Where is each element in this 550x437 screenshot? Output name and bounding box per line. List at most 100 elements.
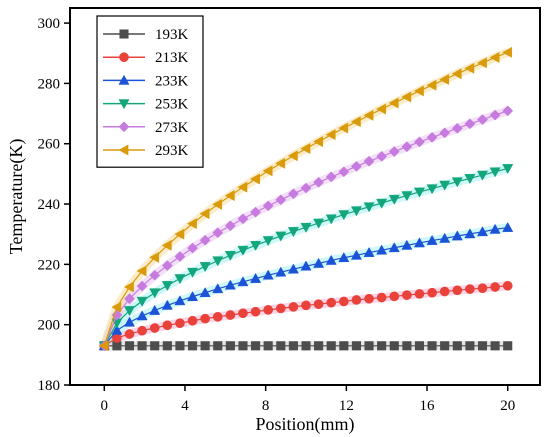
- data-point-293K: [224, 190, 235, 202]
- y-axis: 180 200 220 240 260 280 300: [38, 16, 70, 394]
- data-point-293K: [123, 281, 134, 293]
- data-point-233K: [451, 230, 463, 241]
- data-point-233K: [224, 279, 236, 290]
- data-point-293K: [237, 181, 248, 193]
- data-point-213K: [263, 305, 274, 315]
- data-point-273K: [426, 131, 438, 143]
- data-point-273K: [388, 146, 400, 158]
- data-point-193K: [150, 341, 160, 351]
- data-point-293K: [287, 150, 298, 162]
- data-point-193K: [213, 341, 223, 351]
- data-point-273K: [350, 160, 362, 172]
- data-point-213K: [162, 320, 173, 331]
- data-point-213K: [175, 318, 185, 329]
- data-point-233K: [376, 244, 388, 255]
- data-point-293K: [451, 68, 462, 80]
- data-point-233K: [313, 257, 325, 268]
- data-point-273K: [363, 155, 375, 167]
- data-point-253K: [174, 274, 186, 285]
- data-point-293K: [313, 136, 323, 148]
- y-tick-label: 200: [38, 318, 61, 334]
- data-point-213K: [313, 299, 324, 310]
- data-point-233K: [111, 324, 123, 335]
- data-point-193K: [288, 341, 298, 351]
- legend-marker: [118, 99, 130, 110]
- data-point-273K: [250, 206, 262, 218]
- y-tick-label: 260: [38, 137, 61, 153]
- data-point-213K: [439, 286, 450, 297]
- data-point-233K: [338, 252, 350, 263]
- data-point-193K: [301, 341, 311, 351]
- data-point-213K: [200, 313, 211, 324]
- data-point-293K: [275, 157, 286, 169]
- data-point-273K: [338, 166, 350, 178]
- legend-marker: [119, 52, 129, 63]
- data-point-213K: [137, 325, 147, 336]
- data-point-193K: [251, 341, 261, 351]
- data-point-293K: [338, 122, 349, 134]
- data-point-273K: [401, 141, 413, 153]
- series-line-253K: [103, 167, 508, 347]
- data-point-193K: [339, 341, 349, 351]
- data-point-213K: [250, 306, 261, 317]
- legend-label: 273K: [155, 120, 189, 136]
- data-point-293K: [212, 198, 223, 210]
- data-point-273K: [464, 118, 476, 130]
- data-point-253K: [224, 250, 236, 261]
- data-point-273K: [414, 136, 425, 148]
- data-point-273K: [224, 220, 236, 232]
- data-point-193K: [225, 341, 235, 351]
- data-point-253K: [376, 198, 388, 209]
- data-point-273K: [325, 171, 337, 183]
- legend-label: 193K: [155, 27, 189, 43]
- data-point-233K: [426, 234, 438, 245]
- data-point-213K: [452, 285, 463, 296]
- data-point-293K: [262, 165, 273, 177]
- data-point-233K: [187, 291, 199, 301]
- data-point-193K: [137, 341, 147, 351]
- y-tick-label: 300: [38, 16, 61, 32]
- data-point-293K: [98, 340, 109, 352]
- data-point-193K: [377, 341, 387, 351]
- data-point-293K: [350, 116, 361, 128]
- data-point-293K: [174, 228, 185, 240]
- data-point-273K: [124, 293, 135, 305]
- series-band-253K: [100, 164, 509, 348]
- data-point-253K: [350, 206, 362, 217]
- legend-label: 213K: [155, 50, 189, 66]
- data-point-273K: [212, 227, 224, 239]
- data-point-213K: [477, 283, 488, 294]
- data-point-273K: [376, 150, 388, 162]
- data-point-233K: [439, 232, 451, 243]
- data-point-213K: [389, 291, 400, 302]
- data-point-253K: [401, 191, 413, 202]
- data-point-273K: [149, 269, 161, 281]
- data-point-193K: [490, 341, 500, 351]
- legend-label: 253K: [155, 97, 189, 113]
- data-point-253K: [502, 164, 514, 175]
- data-point-193K: [364, 341, 374, 351]
- data-point-233K: [476, 226, 489, 237]
- data-point-253K: [426, 184, 438, 195]
- data-point-293K: [363, 109, 374, 121]
- data-point-233K: [212, 283, 224, 294]
- data-point-253K: [464, 174, 476, 185]
- data-point-253K: [149, 288, 161, 299]
- data-point-213K: [502, 280, 513, 291]
- data-point-233K: [401, 239, 413, 250]
- data-point-193K: [238, 341, 248, 351]
- x-axis-title: Position(mm): [255, 414, 354, 435]
- x-tick-label: 20: [500, 398, 515, 414]
- data-point-213K: [187, 315, 198, 326]
- data-point-193K: [124, 341, 135, 351]
- data-point-273K: [287, 188, 299, 200]
- data-point-293K: [325, 129, 336, 141]
- x-tick-label: 0: [101, 398, 109, 414]
- data-point-233K: [149, 304, 161, 315]
- data-point-273K: [489, 109, 501, 121]
- data-point-193K: [477, 341, 488, 351]
- data-point-213K: [351, 295, 362, 305]
- data-point-253K: [250, 241, 262, 251]
- data-point-273K: [161, 260, 173, 272]
- data-point-253K: [262, 236, 274, 247]
